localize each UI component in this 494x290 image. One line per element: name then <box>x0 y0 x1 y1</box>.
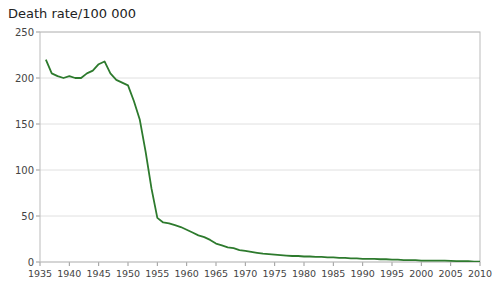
x-tick <box>128 262 129 266</box>
x-tick-label: 1955 <box>145 268 169 279</box>
x-tick-label: 1990 <box>351 268 375 279</box>
x-tick-label: 1975 <box>263 268 287 279</box>
x-tick <box>186 262 187 266</box>
y-tick-label: 100 <box>15 165 34 176</box>
x-tick <box>69 262 70 266</box>
x-tick-label: 1945 <box>87 268 111 279</box>
x-tick-label: 2005 <box>439 268 463 279</box>
y-tick-label: 50 <box>21 211 34 222</box>
y-tick <box>36 170 40 171</box>
x-tick <box>480 262 481 266</box>
grid-line <box>40 216 480 217</box>
y-tick <box>36 216 40 217</box>
x-tick <box>450 262 451 266</box>
grid-line <box>40 78 480 79</box>
x-tick <box>304 262 305 266</box>
grid-line <box>40 170 480 171</box>
y-tick-label: 150 <box>15 119 34 130</box>
y-tick-label: 200 <box>15 73 34 84</box>
y-tick <box>36 262 40 263</box>
x-tick-label: 1950 <box>116 268 140 279</box>
x-tick-label: 1960 <box>175 268 199 279</box>
x-tick-label: 1935 <box>28 268 52 279</box>
y-tick <box>36 124 40 125</box>
data-line <box>46 60 480 262</box>
x-tick-label: 1940 <box>57 268 81 279</box>
x-tick-label: 1995 <box>380 268 404 279</box>
x-tick <box>274 262 275 266</box>
x-tick-label: 2000 <box>409 268 433 279</box>
x-tick-label: 1980 <box>292 268 316 279</box>
x-tick <box>421 262 422 266</box>
plot-frame <box>40 32 480 262</box>
x-tick <box>157 262 158 266</box>
x-tick <box>392 262 393 266</box>
chart-container: Death rate/100 000 0 50 100 150 200 250 1935 194… <box>0 0 494 290</box>
y-tick-label: 0 <box>28 257 34 268</box>
x-tick <box>362 262 363 266</box>
y-tick <box>36 78 40 79</box>
x-tick <box>98 262 99 266</box>
chart-title: Death rate/100 000 <box>8 6 136 21</box>
grid-line <box>40 124 480 125</box>
x-tick-label: 2010 <box>468 268 492 279</box>
x-tick-label: 1965 <box>204 268 228 279</box>
grid <box>40 32 480 262</box>
plot-area <box>46 60 480 262</box>
y-tick <box>36 32 40 33</box>
x-tick <box>245 262 246 266</box>
x-tick <box>216 262 217 266</box>
chart-svg: Death rate/100 000 0 50 100 150 200 250 1935 194… <box>0 0 494 290</box>
x-tick-label: 1985 <box>321 268 345 279</box>
x-tick-label: 1970 <box>233 268 257 279</box>
x-tick <box>40 262 41 266</box>
x-tick <box>333 262 334 266</box>
y-tick-label: 250 <box>15 27 34 38</box>
